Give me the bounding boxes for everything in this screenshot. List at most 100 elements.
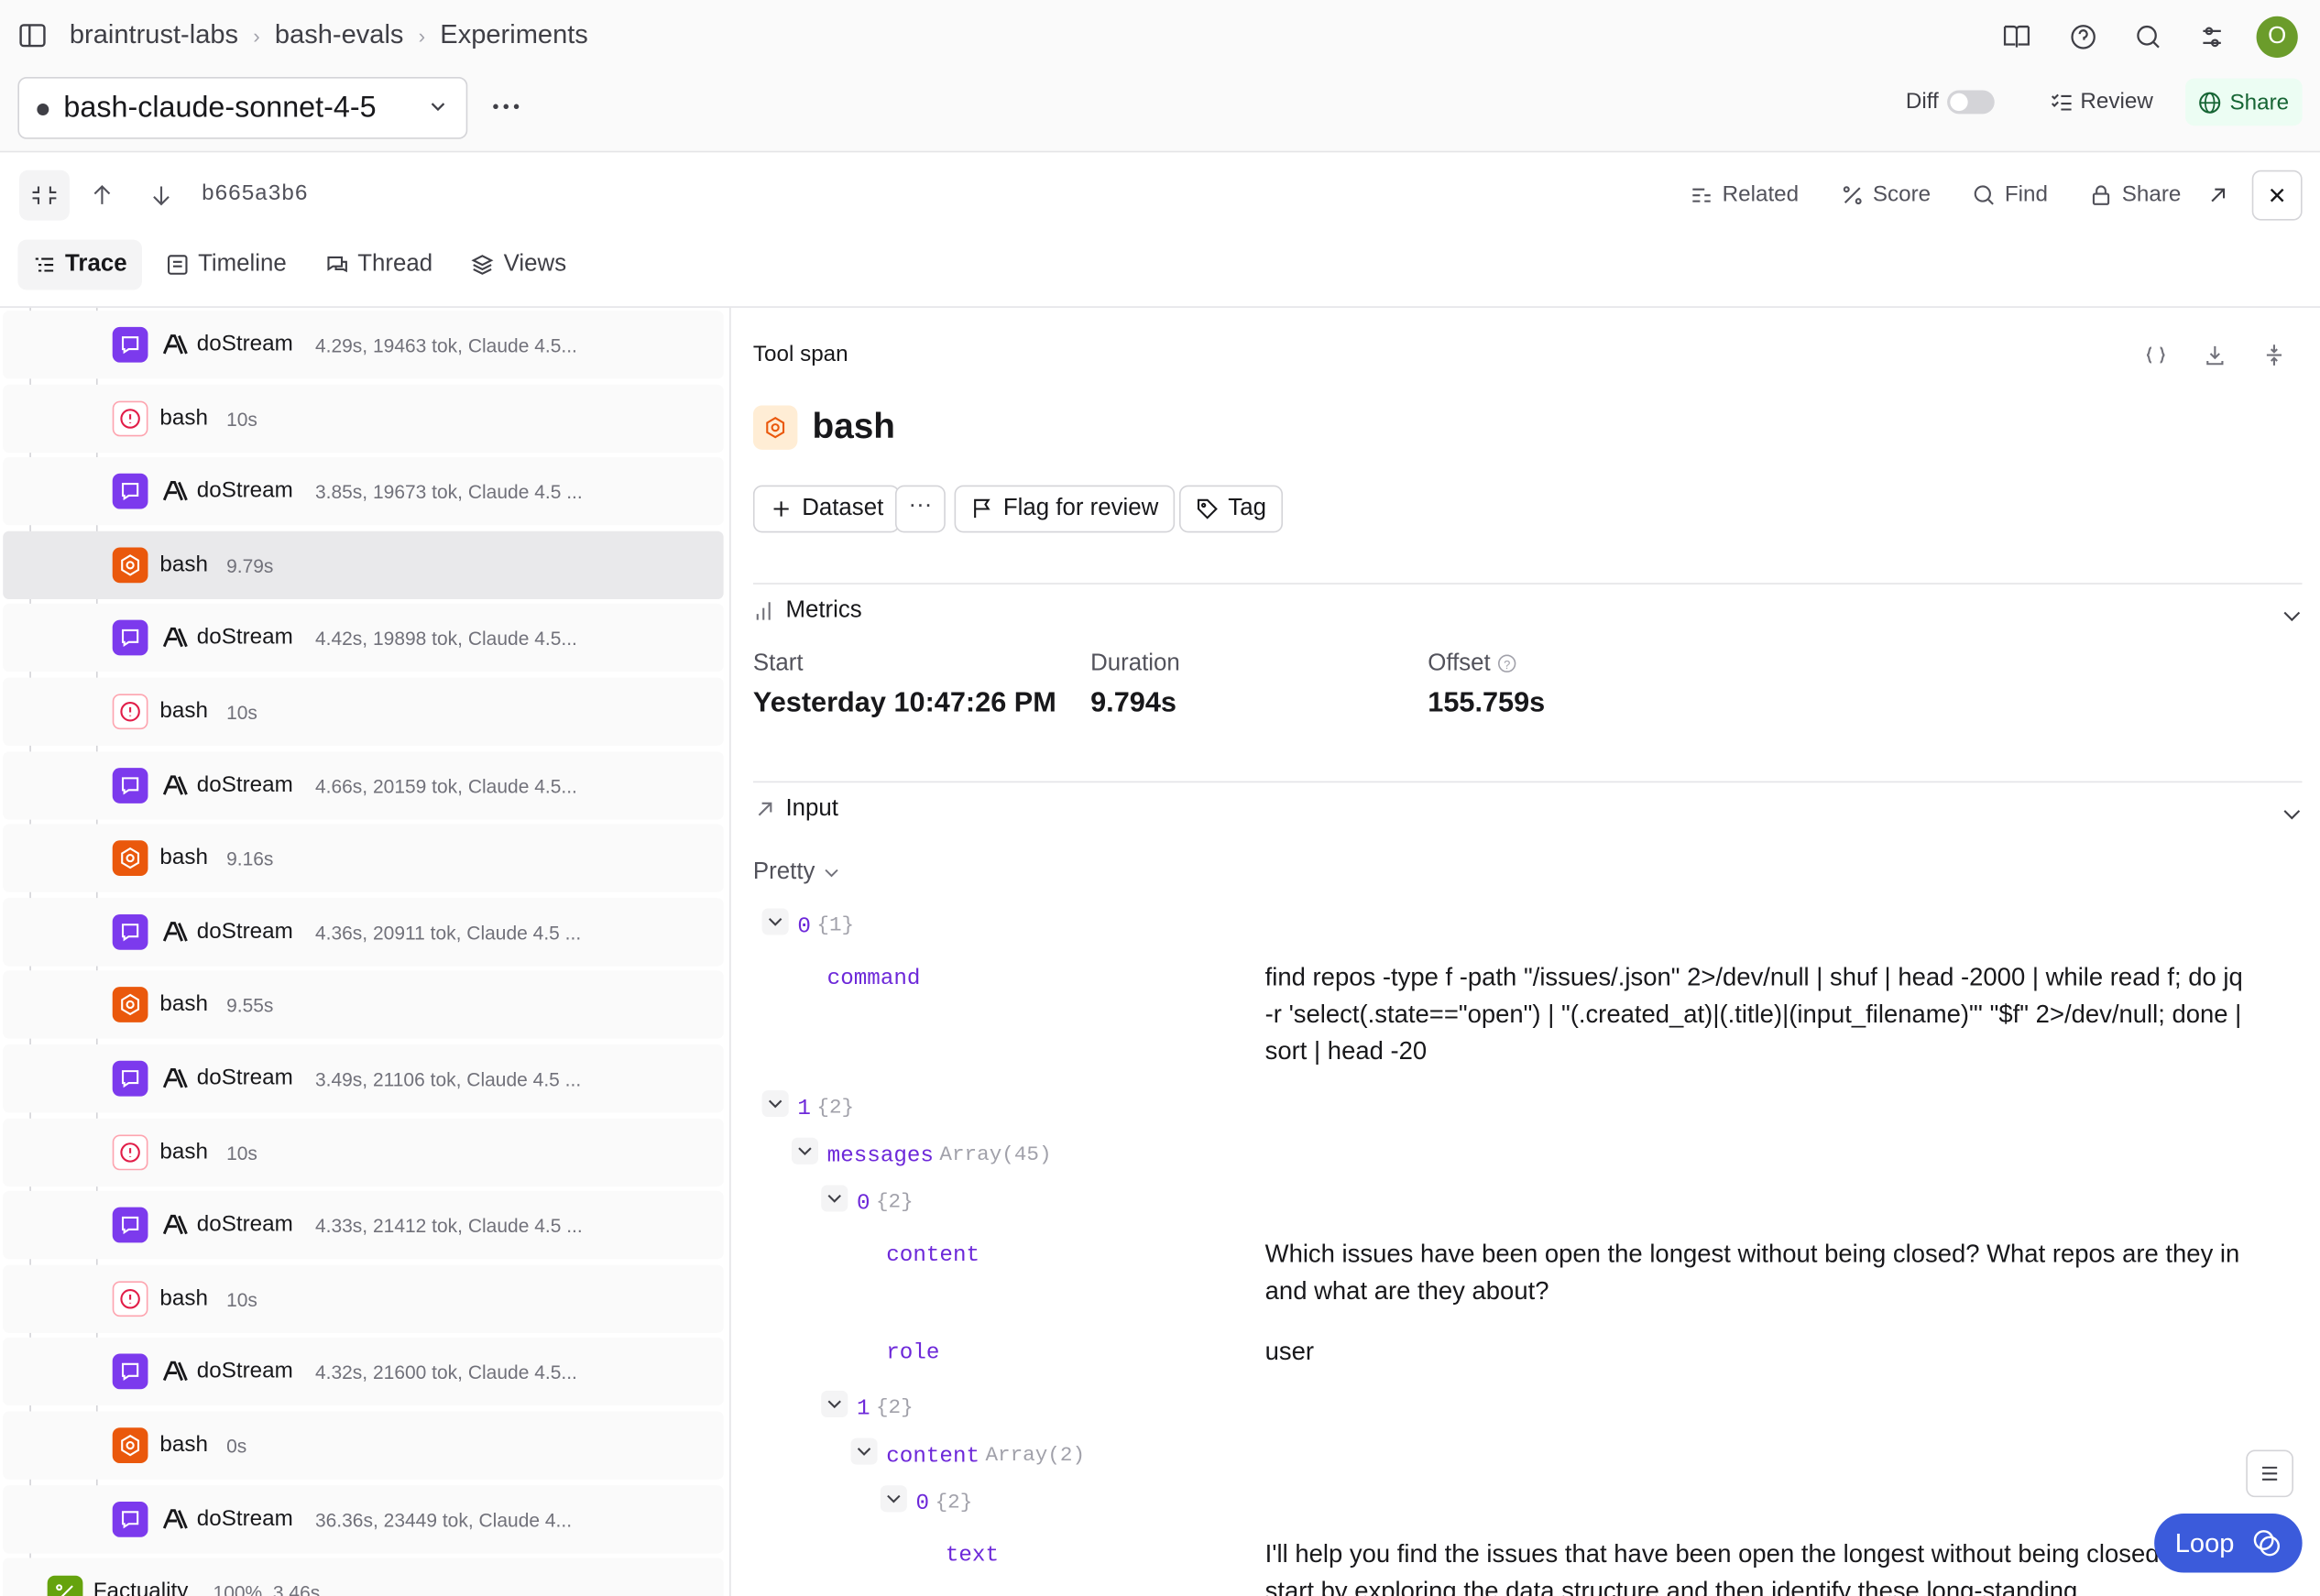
- icon: [1840, 182, 1864, 206]
- share-button[interactable]: Share: [2185, 78, 2303, 126]
- key: role: [886, 1340, 940, 1366]
- span-row[interactable]: bash 10s: [3, 384, 724, 453]
- crumb[interactable]: braintrust-labs: [69, 18, 239, 49]
- toolbar-button[interactable]: Share: [2089, 182, 2181, 207]
- key: 1: [856, 1395, 870, 1422]
- toolbar-button[interactable]: Find: [1972, 182, 2048, 207]
- tool-icon: [752, 405, 798, 450]
- tree-row: content Which issues have been open the l…: [753, 1227, 2303, 1325]
- label: Flag for review: [1002, 495, 1159, 521]
- tab[interactable]: Views: [456, 240, 581, 290]
- metric-value: Yesterday 10:47:26 PM: [752, 687, 1056, 719]
- collapse-button[interactable]: [18, 169, 70, 221]
- toggle[interactable]: [761, 908, 789, 935]
- toggle[interactable]: [761, 1090, 789, 1118]
- toggle[interactable]: [821, 1185, 848, 1212]
- menu-icon: [2262, 1466, 2278, 1481]
- toggle[interactable]: [791, 1137, 818, 1164]
- span-row[interactable]: doStream 4.33s, 21412 tok, Claude 4.5 ...: [3, 1191, 724, 1260]
- key: 1: [797, 1095, 811, 1121]
- more-button[interactable]: ···: [894, 485, 946, 533]
- label: Dataset: [802, 495, 884, 521]
- diff-toggle[interactable]: Diff: [1906, 89, 1996, 114]
- type-note: {2}: [935, 1491, 973, 1515]
- span-row[interactable]: doStream 4.32s, 21600 tok, Claude 4.5...: [3, 1338, 724, 1406]
- span-row[interactable]: doStream 3.85s, 19673 tok, Claude 4.5 ...: [3, 457, 724, 526]
- avatar[interactable]: O: [2256, 16, 2298, 58]
- span-row[interactable]: doStream 4.36s, 20911 tok, Claude 4.5 ...: [3, 897, 724, 967]
- tab[interactable]: Trace: [17, 239, 142, 290]
- crumb[interactable]: bash-evals: [274, 18, 404, 49]
- more-button[interactable]: [493, 104, 520, 110]
- llm-icon: [112, 326, 148, 363]
- tree-value: find repos -type f -path "/issues/.json"…: [1264, 963, 2243, 1066]
- chevron: [824, 859, 838, 886]
- icon: [471, 253, 495, 277]
- menu-button[interactable]: [2246, 1449, 2293, 1498]
- icon: [770, 497, 793, 521]
- span-name: doStream: [196, 625, 293, 650]
- crumb[interactable]: Experiments: [440, 18, 588, 49]
- review-button[interactable]: Review: [2051, 89, 2153, 114]
- view-mode-select[interactable]: Pretty: [753, 859, 838, 886]
- experiment-select[interactable]: bash-claude-sonnet-4-5: [17, 76, 468, 139]
- tree-row: role user: [753, 1324, 2303, 1384]
- tree-key: 0 {2}: [753, 1179, 1265, 1227]
- span-name: bash: [159, 991, 208, 1017]
- span-row[interactable]: bash 0s: [3, 1411, 724, 1480]
- toggle[interactable]: [850, 1437, 878, 1465]
- span-id: b665a3b6: [201, 181, 308, 208]
- span-row[interactable]: doStream 4.42s, 19898 tok, Claude 4.5...: [3, 604, 724, 672]
- span-row[interactable]: bash 9.16s: [3, 824, 724, 893]
- span-row[interactable]: doStream 36.36s, 23449 tok, Claude 4...: [3, 1484, 724, 1553]
- span-row[interactable]: doStream 4.66s, 20159 tok, Claude 4.5...: [3, 750, 724, 819]
- input-icon: [753, 797, 777, 828]
- collapse-chevron[interactable]: [2283, 604, 2301, 630]
- crumb-separator: ›: [253, 23, 260, 47]
- span-meta: 4.42s, 19898 tok, Claude 4.5...: [314, 628, 577, 650]
- span-detail: Tool span bash Dataset Flag for review Tag ··…: [752, 308, 2303, 1596]
- open-icon[interactable]: [2209, 186, 2227, 203]
- tree-row: 1 {2}: [753, 1384, 2303, 1432]
- span-name: doStream: [196, 918, 293, 944]
- label: Thread: [357, 251, 433, 277]
- trace-tree: doStream 4.29s, 19463 tok, Claude 4.5... b…: [0, 307, 731, 1596]
- tree-row: 0 {2}: [753, 1480, 2303, 1527]
- action-button[interactable]: Dataset: [752, 485, 901, 533]
- tree-row: 0 {1}: [753, 902, 2303, 950]
- toggle[interactable]: [821, 1390, 848, 1417]
- span-row[interactable]: bash 9.55s: [3, 970, 724, 1040]
- icon: [2089, 182, 2113, 206]
- span-row[interactable]: bash 10s: [3, 1264, 724, 1333]
- tab[interactable]: Timeline: [150, 240, 301, 290]
- score-span-row[interactable]: Factuality 100%, 3.46s: [3, 1558, 724, 1596]
- type-note: Array(45): [939, 1143, 1052, 1168]
- toolbar-button[interactable]: Score: [1840, 182, 1931, 207]
- llm-icon: [112, 1354, 148, 1390]
- span-row[interactable]: bash 10s: [3, 1118, 724, 1186]
- span-meta: 10s: [226, 701, 257, 724]
- span-row[interactable]: doStream 4.29s, 19463 tok, Claude 4.5...: [3, 311, 724, 379]
- key: content: [886, 1242, 980, 1268]
- loop-button[interactable]: Loop: [2154, 1513, 2303, 1573]
- nav-arrows[interactable]: [92, 183, 174, 207]
- tab[interactable]: Thread: [311, 240, 448, 290]
- collapse-chevron[interactable]: [2283, 802, 2301, 828]
- span-row[interactable]: bash 9.79s: [3, 530, 724, 599]
- toggle[interactable]: [880, 1485, 907, 1513]
- sidebar-toggle[interactable]: [19, 22, 46, 49]
- collapse-icon: [32, 186, 57, 204]
- toolbar-button[interactable]: Related: [1690, 182, 1799, 207]
- tabs: Trace Timeline Thread Views: [17, 239, 581, 290]
- action-button[interactable]: Flag for review: [954, 485, 1176, 533]
- span-row[interactable]: bash 10s: [3, 677, 724, 746]
- span-row[interactable]: doStream 3.49s, 21106 tok, Claude 4.5 ...: [3, 1044, 724, 1113]
- span-meta: 4.29s, 19463 tok, Claude 4.5...: [314, 333, 577, 357]
- action-button[interactable]: Tag: [1178, 485, 1283, 533]
- close-button[interactable]: [2251, 169, 2303, 221]
- anthropic-logo: [162, 773, 190, 804]
- type-note: Array(2): [985, 1444, 1086, 1468]
- llm-icon: [112, 767, 148, 803]
- metric-label: Start: [752, 650, 804, 676]
